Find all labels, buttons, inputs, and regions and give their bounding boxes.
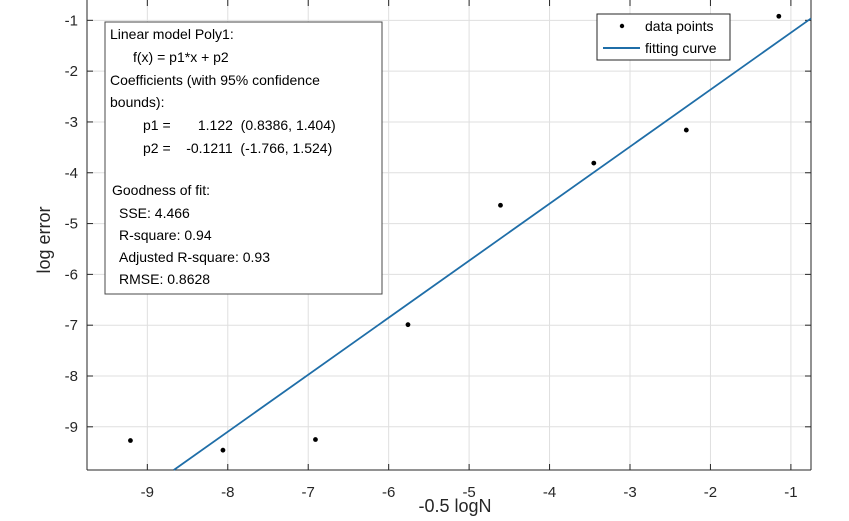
y-tick-label: -3 (65, 114, 78, 131)
data-point (591, 160, 597, 166)
annotation-line: RMSE: 0.8628 (119, 271, 210, 287)
data-point (220, 447, 226, 453)
fitting-curve-series (173, 17, 812, 471)
annotation-line: Goodness of fit: (112, 182, 210, 198)
x-tick-label: -3 (623, 484, 636, 501)
annotation-line: Coefficients (with 95% confidence (110, 72, 320, 88)
legend-frame (596, 13, 731, 61)
annotation-line: f(x) = p1*x + p2 (133, 49, 229, 65)
legend: data points fitting curve (596, 13, 731, 61)
x-tick-label: -4 (543, 484, 556, 501)
data-point (776, 13, 782, 19)
axes (86, 0, 812, 471)
x-tick-label: -9 (141, 484, 154, 501)
data-point (683, 127, 689, 133)
x-tick-labels: -9 -8 -7 -6 -5 -4 -3 -2 -1 (141, 484, 798, 501)
annotation-line: Adjusted R-square: 0.93 (119, 249, 270, 265)
y-tick-label: -9 (65, 419, 78, 436)
x-tick-label: -7 (302, 484, 315, 501)
y-tick-label: -8 (65, 368, 78, 385)
x-tick-label: -2 (704, 484, 717, 501)
y-tick-label: -7 (65, 317, 78, 334)
annotation-line: Linear model Poly1: (110, 26, 234, 42)
y-tick-label: -4 (65, 165, 78, 182)
legend-marker-data-points (619, 23, 625, 29)
y-tick-labels: -9 -8 -7 -6 -5 -4 -3 -2 -1 (65, 12, 78, 435)
y-tick-label: -6 (65, 266, 78, 283)
x-tick-label: -6 (382, 484, 395, 501)
annotation-line: bounds): (110, 94, 164, 110)
fit-results-annotation: Linear model Poly1: f(x) = p1*x + p2 Coe… (104, 21, 383, 295)
fitting-curve-line (173, 17, 812, 471)
data-point (498, 202, 503, 208)
x-axis-label: -0.5 logN (418, 496, 491, 516)
annotation-frame (104, 21, 383, 295)
annotation-line: p2 = -0.1211 (-1.766, 1.524) (143, 140, 332, 156)
data-points-series (128, 13, 782, 453)
x-tick-label: -8 (221, 484, 234, 501)
data-point (313, 437, 318, 442)
y-tick-label: -1 (65, 12, 78, 29)
x-tick-label: -5 (462, 484, 475, 501)
legend-label-data-points: data points (645, 18, 714, 34)
y-tick-label: -5 (65, 216, 78, 233)
annotation-line: p1 = 1.122 (0.8386, 1.404) (143, 117, 336, 133)
x-tick-label: -1 (784, 484, 797, 501)
legend-label-fitting-curve: fitting curve (645, 40, 717, 56)
annotation-line: SSE: 4.466 (119, 205, 190, 221)
annotation-line: R-square: 0.94 (119, 227, 212, 243)
y-tick-label: -2 (65, 63, 78, 80)
data-point (405, 322, 411, 328)
data-point (128, 438, 133, 443)
y-axis-label: log error (34, 206, 54, 273)
